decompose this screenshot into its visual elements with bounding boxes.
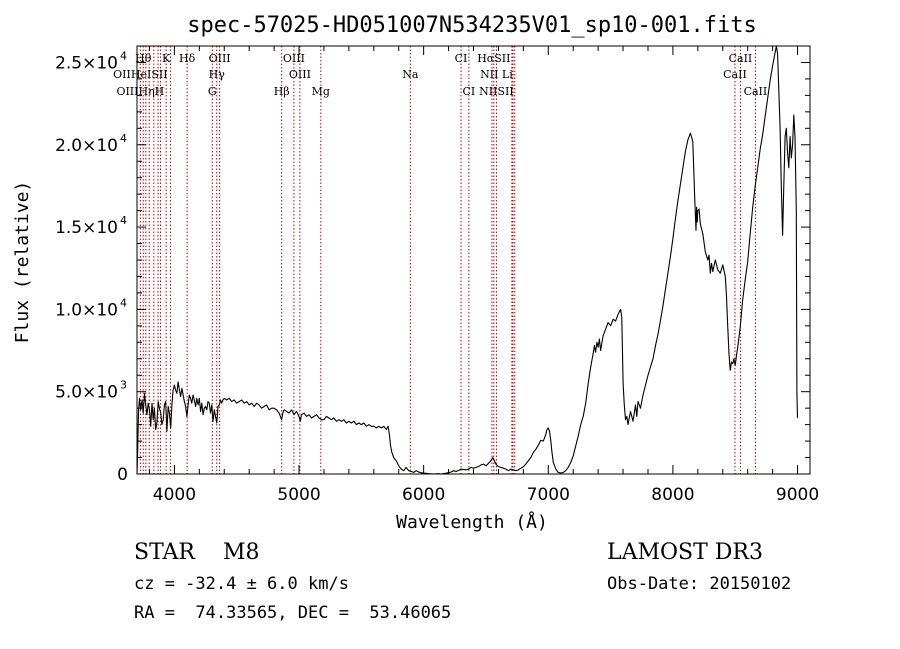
x-axis: 4000 5000 6000 7000 8000 9000	[148, 46, 819, 505]
y-tick-label-4: 2.0×10	[55, 136, 118, 156]
line-label-19: NIISII	[479, 85, 514, 98]
object-class: STAR M8	[134, 540, 260, 565]
line-label-5: CI	[455, 52, 468, 65]
y-axis: 05.0×10 31.0×10 41.5×10 42.0×10 42.5×10 4	[55, 49, 810, 485]
redshift-cz: cz = -32.4 ± 6.0 km/s	[134, 574, 349, 594]
x-axis-label: Wavelength (Å)	[396, 511, 548, 533]
y-tick-label-2: 1.0×10	[55, 300, 118, 320]
line-label-17: Mg	[312, 85, 330, 98]
chart-title: spec-57025-HD051007N534235V01_sp10-001.f…	[187, 13, 757, 38]
spectral-line-markers	[139, 46, 756, 474]
y-axis-label: Flux (relative)	[12, 181, 33, 344]
line-label-13: CaII	[723, 68, 747, 81]
line-label-20: CaII	[744, 85, 768, 98]
line-label-16: Hβ	[274, 85, 290, 98]
line-label-1: K	[162, 52, 171, 65]
spectrum-line-0	[136, 45, 799, 475]
spectrum-series	[136, 45, 799, 475]
y-tick-exponent-2: 4	[120, 296, 127, 309]
line-label-2: Hδ	[179, 52, 196, 65]
line-label-11: Na	[402, 68, 419, 81]
line-label-0: Hθ	[135, 52, 152, 65]
y-tick-exponent-3: 4	[120, 214, 127, 227]
line-label-9: Hγ	[209, 68, 226, 81]
line-label-14: OIIIHηH	[116, 85, 164, 98]
x-tick-label-0: 4000	[153, 485, 196, 505]
y-tick-label-3: 1.5×10	[55, 218, 118, 238]
y-tick-label-1: 5.0×10	[55, 383, 118, 403]
x-tick-label-4: 8000	[651, 485, 694, 505]
y-tick-label-5: 2.5×10	[55, 53, 118, 73]
line-label-6: HαSII	[477, 52, 510, 65]
line-label-7: CaII	[729, 52, 753, 65]
y-tick-label-0: 0	[117, 465, 128, 485]
line-label-18: CI	[463, 85, 476, 98]
line-label-15: G	[208, 85, 217, 98]
line-label-4: OIII	[283, 52, 305, 65]
y-tick-exponent-5: 4	[120, 49, 127, 62]
y-tick-exponent-4: 4	[120, 132, 127, 145]
obs-date: Obs-Date: 20150102	[607, 574, 792, 594]
line-label-3: OIII	[209, 52, 231, 65]
line-label-10: OIII	[289, 68, 311, 81]
y-tick-exponent-1: 3	[120, 379, 127, 392]
x-tick-label-5: 9000	[776, 485, 819, 505]
survey-name: LAMOST DR3	[607, 540, 763, 565]
spectral-line-labels: Hθ K Hδ OIII OIII CI HαSII CaII OIIHeISII Hγ OIII N…	[113, 52, 767, 98]
line-label-8: OIIHeISII	[113, 68, 167, 81]
x-tick-label-1: 5000	[277, 485, 320, 505]
ra-dec: RA = 74.33565, DEC = 53.46065	[134, 603, 452, 623]
x-tick-label-3: 7000	[527, 485, 570, 505]
line-label-12: NII Li	[480, 68, 513, 81]
x-tick-label-2: 6000	[402, 485, 445, 505]
